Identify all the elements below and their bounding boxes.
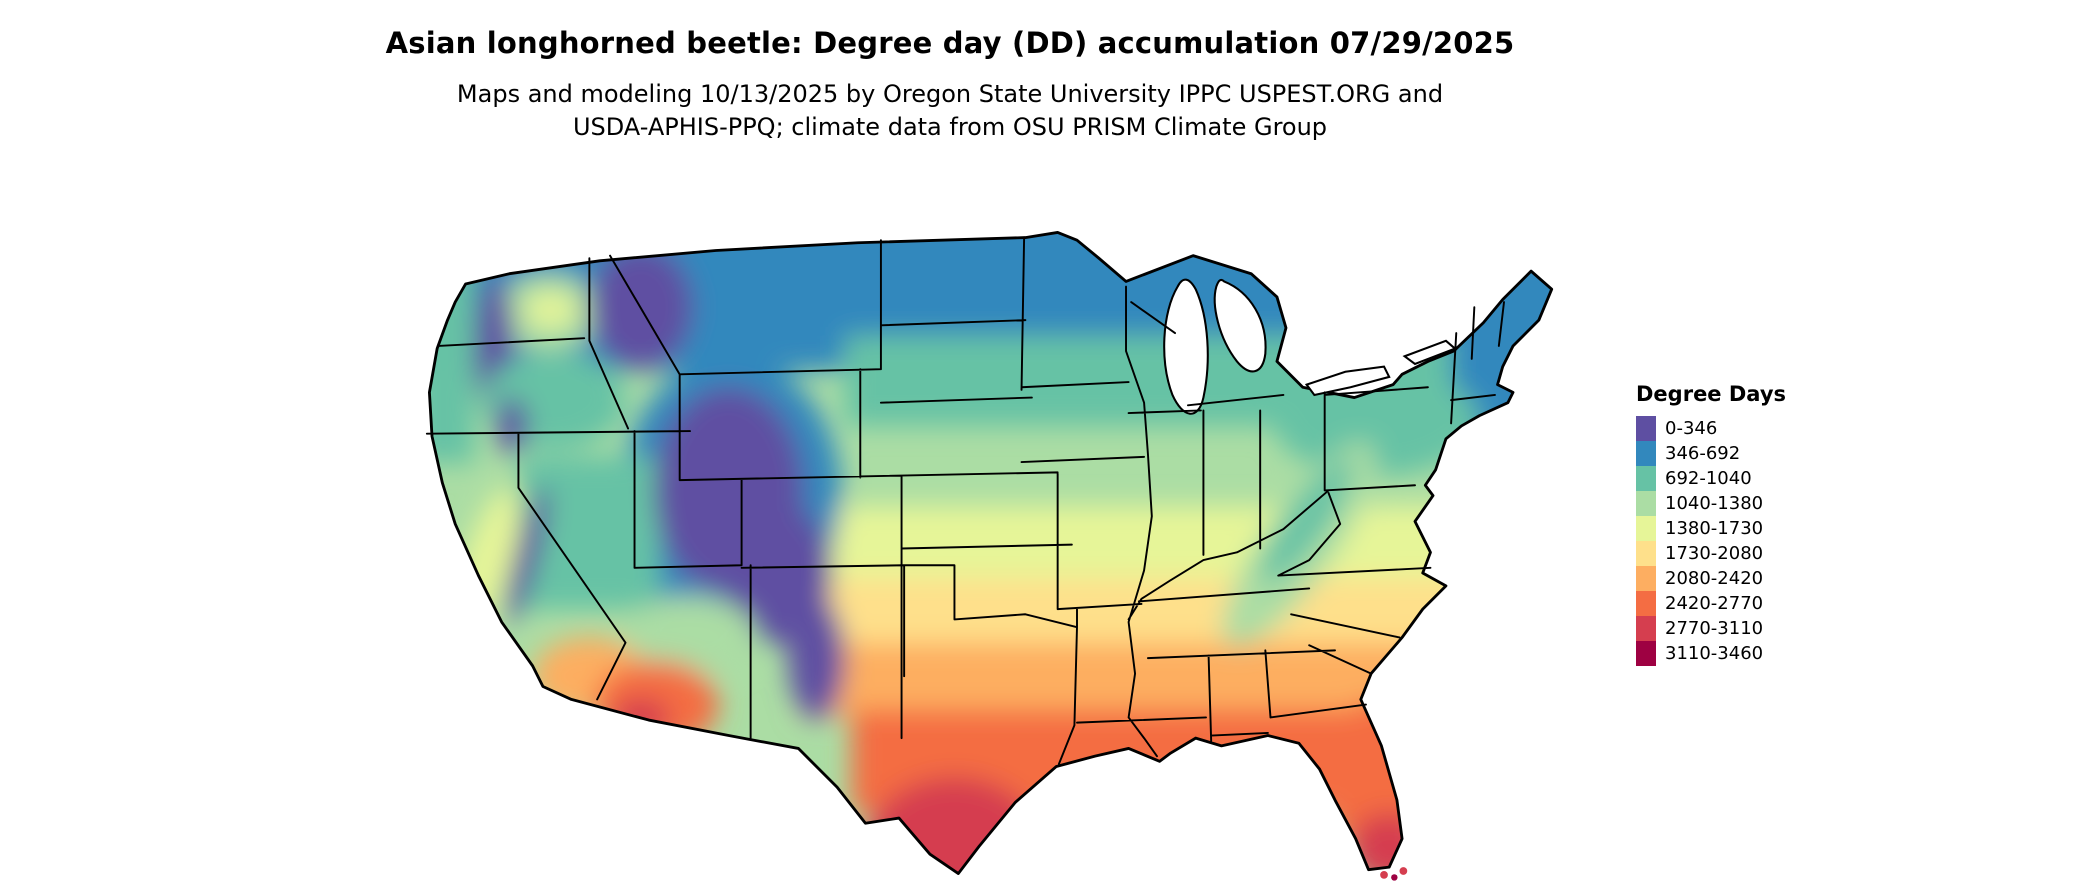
legend-swatch [1636,541,1656,566]
lake-michigan [1163,278,1209,415]
legend: Degree Days 0-346 346-692 692-1040 1040-138… [1636,382,1786,666]
legend-label: 1040-1380 [1665,493,1764,514]
legend-item: 2080-2420 [1636,566,1786,591]
legend-item: 3110-3460 [1636,641,1786,666]
legend-items: 0-346 346-692 692-1040 1040-1380 1380-1730 17… [1636,416,1786,666]
legend-swatch [1636,516,1656,541]
legend-label: 2770-3110 [1665,618,1764,639]
legend-label: 0-346 [1665,418,1718,439]
legend-item: 2420-2770 [1636,591,1786,616]
legend-swatch [1636,616,1656,641]
legend-item: 346-692 [1636,441,1786,466]
legend-item: 1730-2080 [1636,541,1786,566]
legend-swatch [1636,591,1656,616]
legend-label: 1730-2080 [1665,543,1764,564]
legend-swatch [1636,491,1656,516]
legend-item: 1380-1730 [1636,516,1786,541]
legend-swatch [1636,641,1656,666]
map-subtitle-line2: USDA-APHIS-PPQ; climate data from OSU PR… [572,113,1328,141]
legend-swatch [1636,566,1656,591]
legend-item: 692-1040 [1636,466,1786,491]
header: Asian longhorned beetle: Degree day (DD)… [0,26,1900,144]
legend-item: 2770-3110 [1636,616,1786,641]
legend-title: Degree Days [1636,382,1787,406]
legend-swatch [1636,416,1656,441]
legend-label: 1380-1730 [1665,518,1764,539]
map-subtitle-line1: Maps and modeling 10/13/2025 by Oregon S… [456,80,1444,108]
map-title: Asian longhorned beetle: Degree day (DD)… [385,26,1515,60]
legend-label: 346-692 [1665,443,1741,464]
legend-label: 692-1040 [1665,468,1752,489]
florida-keys-dots [1380,867,1408,881]
degree-day-color-field [429,232,1552,874]
legend-swatch [1636,441,1656,466]
lake-huron [1213,278,1267,373]
legend-label: 2080-2420 [1665,568,1764,589]
legend-label: 2420-2770 [1665,593,1764,614]
lake-erie [1304,365,1391,397]
legend-label: 3110-3460 [1665,643,1764,664]
us-map-svg [425,231,1554,881]
us-degree-day-map [303,183,1593,883]
great-lakes [1163,278,1457,415]
legend-item: 1040-1380 [1636,491,1786,516]
us-outline [428,231,1554,875]
state-borders [425,236,1505,765]
legend-item: 0-346 [1636,416,1786,441]
legend-swatch [1636,466,1656,491]
